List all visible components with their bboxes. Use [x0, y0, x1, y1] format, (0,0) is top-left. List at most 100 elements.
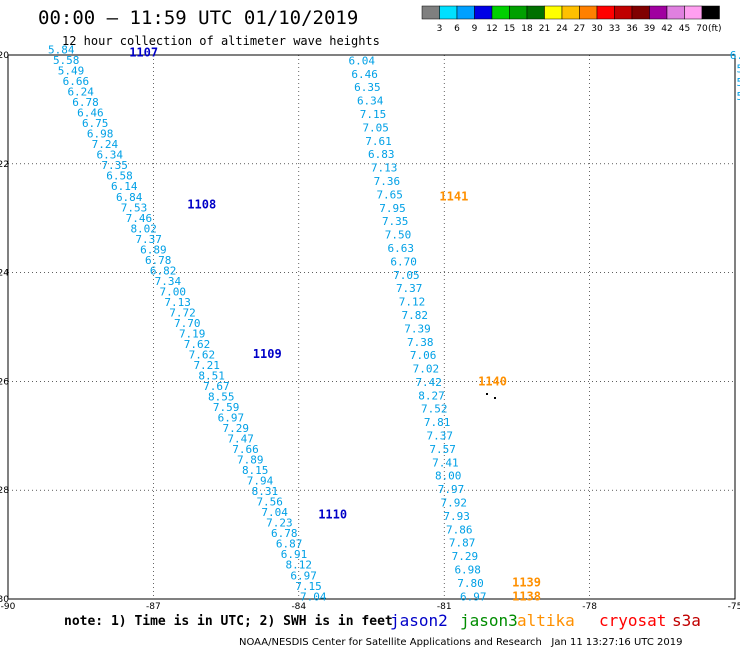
- legend-label: 18: [521, 24, 533, 34]
- legend-swatch: [596, 5, 615, 20]
- wave-height-value: 7.00: [160, 285, 187, 298]
- wave-height-value: 7.04: [300, 590, 327, 603]
- wave-height-value: 6.7: [730, 49, 740, 62]
- legend-swatch: [666, 5, 685, 20]
- pass-number-label: 1140: [478, 374, 507, 388]
- legend-label: 33: [609, 24, 620, 34]
- satellite-names: jason2 jason3 altika cryosat s3a: [390, 611, 701, 630]
- wave-height-value: 7.29: [452, 550, 479, 563]
- wave-height-value: 7.57: [429, 443, 456, 456]
- y-tick-label: -24: [0, 269, 9, 279]
- wave-height-value: 7.05: [393, 269, 420, 282]
- wave-height-value: 7.81: [424, 416, 451, 429]
- chart-title: 00:00 – 11:59 UTC 01/10/2019: [38, 7, 358, 29]
- wave-height-value: 7.12: [399, 296, 426, 309]
- y-tick-label: -30: [0, 595, 9, 605]
- wave-height-value: 8.15: [242, 464, 269, 477]
- satellite-name-s3a: s3a: [672, 611, 701, 630]
- wave-height-value: 7.29: [223, 422, 250, 435]
- track-jason2: 6.7555: [730, 49, 740, 103]
- satellite-name-altika: altika: [517, 611, 575, 630]
- legend-label: 6: [454, 24, 460, 34]
- legend-swatch: [526, 5, 545, 20]
- legend-unit: (ft): [708, 24, 722, 34]
- legend-swatch: [561, 5, 580, 20]
- pass-number-label: 1110: [318, 508, 347, 522]
- wave-height-value: 7.70: [174, 317, 201, 330]
- legend-label: 21: [539, 24, 550, 34]
- legend-label: 24: [556, 24, 568, 34]
- legend-label: 9: [472, 24, 478, 34]
- legend-label: 3: [437, 24, 443, 34]
- x-axis-ticks: -90 -87 -84 -81 -78 -75: [1, 602, 740, 612]
- x-tick-label: -78: [582, 602, 597, 612]
- wave-height-value: 7.34: [155, 275, 182, 288]
- x-tick-label: -81: [437, 602, 452, 612]
- legend-swatch: [649, 5, 668, 20]
- wave-height-value: 6.91: [281, 548, 308, 561]
- pass-number-label: 1109: [253, 347, 282, 361]
- grid-lines: [7, 54, 736, 600]
- wave-height-value: 7.47: [227, 433, 254, 446]
- y-tick-label: -28: [0, 486, 9, 496]
- note-text: note: 1) Time is in UTC; 2) SWH is in fe…: [64, 614, 393, 629]
- plot-area: -90 -87 -84 -81 -78 -75 -20 -22 -24 -26 -28 -30 5.…: [0, 44, 740, 612]
- wave-height-value: 6.78: [72, 96, 99, 109]
- wave-height-value: 5: [736, 63, 740, 76]
- wave-height-value: 7.15: [360, 108, 387, 121]
- wave-height-value: 6.63: [388, 242, 415, 255]
- wave-height-value: 7.13: [164, 296, 191, 309]
- wave-height-value: 7.35: [382, 215, 409, 228]
- track-dot: [494, 397, 496, 399]
- wave-height-value: 7.62: [184, 338, 211, 351]
- wave-height-value: 6.66: [63, 75, 90, 88]
- wave-height-value: 7.46: [126, 212, 153, 225]
- wave-height-value: 7.89: [237, 454, 264, 467]
- legend-swatch: [474, 5, 493, 20]
- wave-height-value: 6.78: [145, 254, 172, 267]
- wave-height-value: 7.86: [446, 523, 473, 536]
- wave-height-value: 6.89: [140, 243, 167, 256]
- wave-height-value: 6.35: [354, 81, 381, 94]
- legend-label: 36: [626, 24, 638, 34]
- wave-height-value: 7.23: [266, 517, 293, 530]
- pass-number-label: 1139: [512, 576, 541, 590]
- wave-height-value: 6.75: [82, 117, 109, 130]
- track-dot: [486, 393, 488, 395]
- x-tick-label: -84: [291, 602, 306, 612]
- legend-label: 42: [661, 24, 672, 34]
- wave-height-value: 7.66: [232, 443, 259, 456]
- wave-height-value: 6.46: [77, 107, 104, 120]
- wave-height-value: 7.52: [421, 403, 448, 416]
- wave-height-value: 7.37: [135, 233, 162, 246]
- track-altika: 6.046.466.356.347.157.057.616.837.137.36…: [349, 54, 541, 603]
- legend-label: 70: [696, 24, 708, 34]
- legend-swatch: [439, 5, 458, 20]
- wave-height-value: 6.70: [390, 255, 417, 268]
- wave-height-value: 7.24: [92, 138, 119, 151]
- legend-label: 12: [486, 24, 497, 34]
- chart-subtitle: 12 hour collection of altimeter wave hei…: [62, 34, 380, 48]
- pass-number-label: 1108: [187, 198, 216, 212]
- wave-height-value: 6.14: [111, 180, 138, 193]
- wave-height-value: 8.51: [198, 370, 225, 383]
- wave-height-value: 7.41: [432, 456, 459, 469]
- legend-label: 30: [591, 24, 603, 34]
- legend-swatch: [509, 5, 528, 20]
- wave-height-value: 7.38: [407, 336, 434, 349]
- x-tick-label: -90: [1, 602, 16, 612]
- pass-number-label: 1141: [439, 189, 468, 203]
- wave-height-value: 7.97: [438, 483, 465, 496]
- wave-height-value: 7.87: [449, 537, 476, 550]
- wave-height-value: 7.80: [457, 577, 484, 590]
- track-jason2: 5.845.585.496.666.246.786.466.756.987.24…: [48, 44, 347, 604]
- wave-height-value: 7.50: [385, 229, 412, 242]
- wave-height-value: 6.34: [357, 95, 384, 108]
- wave-height-value: 6.34: [97, 149, 124, 162]
- pass-number-label: 1138: [512, 589, 541, 603]
- legend-swatch: [701, 5, 720, 20]
- wave-height-value: 8.55: [208, 391, 235, 404]
- wave-height-value: 7.02: [413, 363, 440, 376]
- wave-height-value: 7.95: [379, 202, 406, 215]
- legend-swatch: [456, 5, 475, 20]
